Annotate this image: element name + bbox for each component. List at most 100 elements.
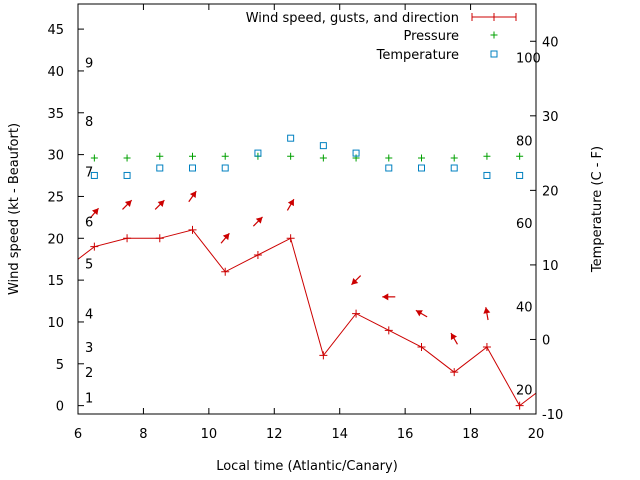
temperature-point — [90, 171, 98, 179]
x-tick-label: 12 — [266, 427, 283, 442]
wind-speed-point — [384, 326, 393, 335]
temperature-point — [483, 171, 491, 179]
wind-direction-arrow — [154, 199, 165, 210]
wind-speed-point — [450, 368, 459, 377]
temperature-point — [418, 164, 425, 172]
y-tick-label: 30 — [47, 149, 64, 164]
wind-speed-point — [188, 225, 197, 234]
wind-speed-point — [319, 351, 328, 360]
y2-tick-label: 40 — [542, 35, 559, 50]
pressure-point — [156, 152, 164, 160]
pressure-point — [450, 154, 458, 162]
wind-direction-arrow-head — [415, 310, 423, 317]
beaufort-label: 7 — [85, 165, 93, 180]
y2-tick-label: 10 — [542, 259, 559, 274]
legend-swatch-square — [490, 50, 498, 58]
fahrenheit-label: 20 — [516, 383, 533, 398]
wind-direction-arrow-head — [351, 278, 359, 285]
beaufort-label: 2 — [85, 366, 93, 381]
wind-speed-point — [90, 242, 99, 251]
y-tick-label: 40 — [47, 65, 64, 80]
plot-marks — [78, 134, 536, 410]
wind-speed-point — [155, 234, 164, 243]
wind-speed-point — [221, 267, 230, 276]
wind-direction-arrow — [415, 309, 428, 318]
wind-direction-arrow-head — [287, 199, 294, 207]
beaufort-label: 6 — [85, 216, 93, 231]
beaufort-label: 8 — [85, 115, 93, 130]
y-tick-label: 25 — [47, 190, 64, 205]
pressure-point — [90, 154, 98, 162]
wind-direction-arrow-head — [255, 216, 263, 224]
y2-tick-label: -10 — [542, 408, 563, 423]
pressure-point — [189, 152, 196, 160]
pressure-point — [221, 152, 229, 160]
legend-swatch-plus — [490, 13, 498, 21]
wind-speed-point — [123, 234, 132, 243]
x-tick-label: 10 — [201, 427, 218, 442]
wind-direction-arrow — [220, 232, 230, 244]
wind-direction-arrow-head — [222, 233, 230, 241]
plot-frame — [77, 3, 537, 415]
temperature-point — [385, 164, 393, 172]
fahrenheit-label: 60 — [516, 217, 533, 232]
wind-direction-arrow-head — [91, 208, 99, 216]
wind-direction-arrow-head — [157, 200, 165, 207]
axes: 6 8 10 12 14 16 18 20051015202530354045-1001020… — [47, 3, 563, 442]
wind-speed-point — [253, 251, 262, 260]
temperature-point — [221, 164, 229, 172]
pressure-point — [287, 152, 295, 160]
fahrenheit-label: 80 — [516, 134, 533, 149]
legend-label: Temperature — [376, 48, 459, 63]
wind-speed-point — [482, 343, 491, 352]
x-tick-label: 18 — [462, 427, 479, 442]
y-tick-label: 0 — [56, 400, 64, 415]
temperature-point — [123, 171, 131, 179]
y-tick-label: 10 — [47, 316, 64, 331]
wind-direction-arrow — [252, 216, 263, 227]
y-tick-label: 45 — [47, 23, 64, 38]
temperature-point — [287, 134, 295, 142]
wind-speed-point — [286, 234, 295, 243]
legend: Wind speed, gusts, and direction Pressure… — [246, 11, 517, 63]
beaufort-label: 3 — [85, 341, 93, 356]
temperature-point — [516, 171, 524, 179]
wind-direction-arrow — [450, 332, 458, 345]
temperature-point — [156, 164, 164, 172]
wind-speed-line — [78, 229, 536, 407]
wind-direction-arrow — [351, 275, 362, 286]
beaufort-label: 9 — [85, 57, 93, 72]
temperature-point — [189, 164, 196, 172]
pressure-point — [385, 154, 393, 162]
legend-label: Pressure — [403, 29, 459, 44]
x-tick-label: 6 — [74, 427, 82, 442]
wind-direction-arrow-head — [189, 191, 197, 199]
x-axis-label: Local time (Atlantic/Canary) — [216, 459, 398, 474]
beaufort-label: 4 — [85, 308, 93, 323]
y2-tick-label: 0 — [542, 333, 550, 348]
wind-speed-point — [352, 309, 361, 318]
wind-direction-arrow — [286, 198, 295, 211]
y-tick-label: 20 — [47, 232, 64, 247]
wind-direction-arrow — [122, 199, 133, 210]
pressure-point — [319, 154, 327, 162]
x-tick-label: 20 — [528, 427, 545, 442]
temperature-point — [319, 142, 327, 150]
wind-direction-arrow — [188, 190, 197, 203]
wind-direction-arrow — [483, 307, 491, 321]
pressure-point — [516, 152, 524, 160]
y-tick-label: 5 — [56, 358, 64, 373]
x-tick-label: 16 — [397, 427, 414, 442]
beaufort-label: 1 — [85, 391, 93, 406]
temperature-point — [352, 149, 360, 157]
wind-direction-arrow-head — [450, 333, 457, 341]
pressure-point — [483, 152, 491, 160]
wind-speed-point — [515, 401, 524, 410]
y-tick-label: 35 — [47, 107, 64, 122]
wind-direction-arrow-head — [124, 200, 132, 207]
y-axis-label: Wind speed (kt - Beaufort) — [7, 123, 22, 295]
temperature-point — [450, 164, 458, 172]
y2-axis-label: Temperature (C - F) — [590, 146, 605, 273]
